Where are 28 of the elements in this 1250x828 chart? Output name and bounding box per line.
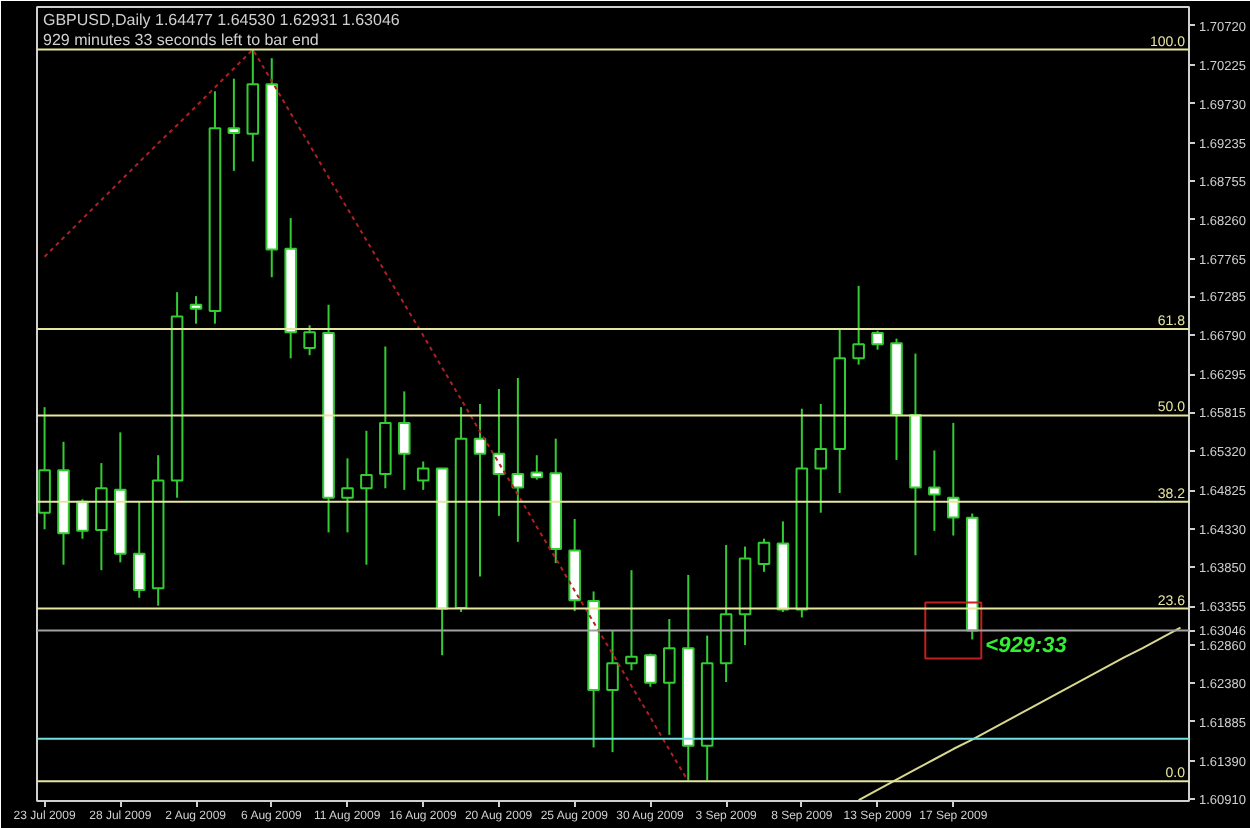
candlestick	[757, 537, 771, 573]
candlestick	[360, 429, 373, 566]
candlestick	[341, 457, 354, 534]
candlestick	[473, 403, 487, 578]
candlestick	[644, 652, 657, 688]
candlestick	[132, 500, 146, 599]
candlestick	[416, 460, 430, 491]
candlestick	[189, 295, 203, 325]
candlestick	[928, 449, 941, 532]
candlestick	[625, 569, 638, 672]
candlestick	[871, 329, 884, 351]
candlestick	[227, 77, 241, 172]
candlestick	[852, 284, 865, 366]
line-series	[43, 48, 690, 783]
candlestick	[606, 629, 619, 754]
annotation: <929:33	[985, 634, 1067, 659]
candlestick	[530, 454, 544, 481]
candlestick	[95, 462, 108, 572]
candlestick	[397, 390, 411, 491]
candlestick	[947, 421, 960, 537]
candlestick	[814, 403, 828, 514]
candlestick	[76, 498, 89, 540]
candlestick	[303, 324, 316, 357]
line-series	[857, 626, 1182, 801]
chart-title: GBPUSD,Daily 1.64477 1.64530 1.62931 1.63046	[43, 11, 401, 29]
candlestick	[511, 377, 525, 543]
candlestick	[663, 618, 676, 736]
text: 929 minutes 33 seconds left to bar end	[43, 31, 319, 49]
